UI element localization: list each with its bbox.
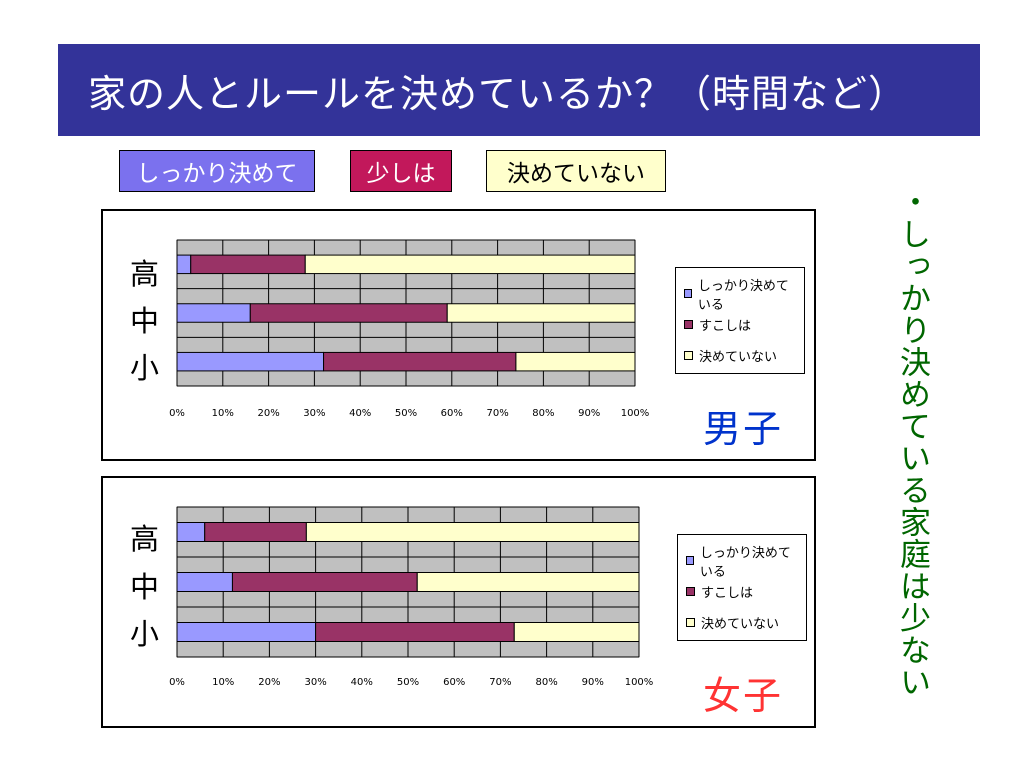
chart-boys: 0% 10% 20% 30% 40% 50% 60% 70% 80% 90% 100% <box>169 239 650 419</box>
x-tick-label: 50% <box>397 677 419 688</box>
legend-swatch-not-set <box>686 618 695 627</box>
legend-box-not-set: 決めていない <box>486 150 666 192</box>
legend-item: すこしは <box>684 309 796 340</box>
bar-middle-firmly <box>176 303 251 323</box>
bar-middle-not-set <box>446 303 636 323</box>
legend-label: 決めていない <box>699 350 778 365</box>
chart-panel-girls: 0% 10% 20% 30% 40% 50% 60% 70% 80% 90% 100% 高 中 小 … <box>101 476 816 728</box>
x-tick-label: 0% <box>169 408 185 419</box>
legend-item: 決めていない <box>686 607 798 638</box>
legend-label: すこしは <box>699 319 752 334</box>
bar-middle-not-set <box>416 572 640 592</box>
gender-label-boys: 男子 <box>703 407 784 451</box>
legend-box-a-little: 少しは <box>350 150 452 192</box>
legend-item: すこしは <box>686 576 798 607</box>
row-label-middle: 中 <box>130 570 160 604</box>
row-label-middle: 中 <box>130 304 160 338</box>
x-tick-label: 70% <box>489 677 511 688</box>
side-note: ・しっかり決めている家庭は少ない <box>894 186 930 698</box>
bar-elementary-a-little <box>323 351 517 372</box>
x-tick-label: 100% <box>625 677 654 688</box>
x-tick-label: 30% <box>303 408 325 419</box>
x-tick-label: 90% <box>578 408 600 419</box>
legend-item: 決めていない <box>684 340 796 371</box>
x-tick-label: 30% <box>304 677 326 688</box>
x-tick-label: 100% <box>621 408 650 419</box>
x-tick-label: 40% <box>349 408 371 419</box>
bar-elementary-a-little <box>315 622 515 642</box>
x-tick-label: 40% <box>351 677 373 688</box>
legend-item: しっかり決めている <box>686 545 798 580</box>
bar-elementary-not-set <box>513 622 640 642</box>
row-label-elementary: 小 <box>130 617 160 651</box>
x-tick-label: 0% <box>169 677 185 688</box>
legend-swatch-a-little <box>686 587 695 596</box>
x-tick-label: 50% <box>395 408 417 419</box>
bar-high-firmly <box>176 254 192 275</box>
bar-middle-firmly <box>176 572 233 592</box>
bar-high-a-little <box>190 254 306 275</box>
legend-swatch-not-set <box>684 351 693 360</box>
chart-legend-girls: しっかり決めている すこしは 決めていない <box>677 534 807 641</box>
x-tick-label: 20% <box>257 408 279 419</box>
gender-label-girls: 女子 <box>703 674 784 718</box>
x-tick-label: 80% <box>532 408 554 419</box>
legend-label: しっかり決めている <box>697 278 789 313</box>
legend-box-firmly: しっかり決めて <box>119 150 315 192</box>
bar-high-not-set <box>305 522 640 542</box>
x-tick-label: 70% <box>486 408 508 419</box>
legend-label: 決めていない <box>701 617 780 632</box>
legend-swatch-a-little <box>684 320 693 329</box>
row-label-elementary: 小 <box>130 351 160 385</box>
legend-swatch-firmly <box>684 289 692 298</box>
chart-girls: 0% 10% 20% 30% 40% 50% 60% 70% 80% 90% 100% <box>169 506 654 688</box>
bar-middle-a-little <box>231 572 418 592</box>
bar-middle-a-little <box>249 303 448 323</box>
x-tick-label: 80% <box>535 677 557 688</box>
chart-panel-boys: 0% 10% 20% 30% 40% 50% 60% 70% 80% 90% 100% 高 中 小 … <box>101 209 816 461</box>
row-label-high: 高 <box>130 522 160 556</box>
chart-legend-boys: しっかり決めている すこしは 決めていない <box>675 267 805 374</box>
bar-high-a-little <box>204 522 307 542</box>
x-tick-label: 60% <box>441 408 463 419</box>
bar-high-not-set <box>304 254 636 275</box>
x-tick-label: 10% <box>212 408 234 419</box>
bar-elementary-firmly <box>176 622 317 642</box>
legend-item: しっかり決めている <box>684 278 796 313</box>
x-tick-label: 10% <box>212 677 234 688</box>
row-label-high: 高 <box>130 257 160 291</box>
legend-label: すこしは <box>701 586 754 601</box>
x-tick-label: 20% <box>258 677 280 688</box>
x-tick-label: 60% <box>443 677 465 688</box>
legend-swatch-firmly <box>686 556 694 565</box>
legend-label: しっかり決めている <box>699 545 791 580</box>
x-tick-label: 90% <box>582 677 604 688</box>
bar-high-firmly <box>176 522 206 542</box>
slide-title: 家の人とルールを決めているか？（時間など） <box>58 44 980 136</box>
bar-elementary-not-set <box>515 351 636 372</box>
bar-elementary-firmly <box>176 351 325 372</box>
